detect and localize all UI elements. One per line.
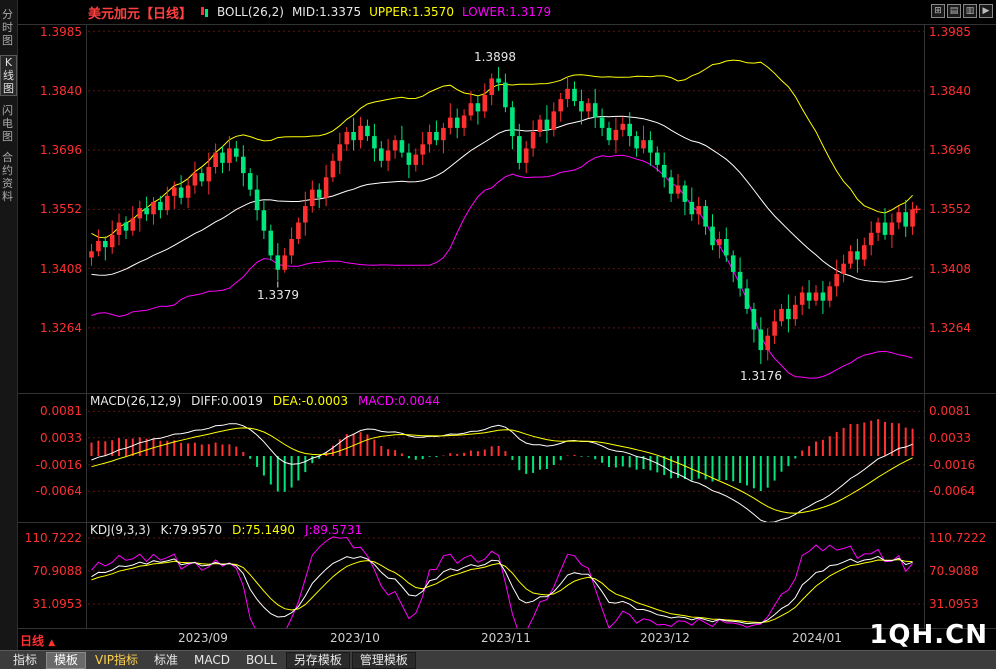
instrument-title: 美元加元【日线】 — [88, 6, 193, 22]
x-axis-label: 2023/09 — [178, 631, 228, 645]
price-axis-label: 1.3696 — [929, 143, 971, 157]
tab-template[interactable]: 模板 — [46, 651, 87, 669]
macd-axis-label: -0.0064 — [929, 484, 976, 498]
kdj-d-value: D:75.1490 — [232, 523, 295, 537]
tab-save-template[interactable]: 另存模板 — [285, 651, 350, 669]
x-axis-label: 2023/12 — [640, 631, 690, 645]
macd-macd-value: MACD:0.0044 — [358, 394, 441, 408]
tab-indicators[interactable]: 指标 — [13, 652, 38, 667]
price-axis-label: 1.3985 — [929, 25, 971, 39]
price-axis-label: 1.3552 — [40, 202, 82, 216]
macd-axis-label: 0.0081 — [40, 404, 82, 418]
x-axis-label: 2023/10 — [330, 631, 380, 645]
boll-upper-value: UPPER:1.3570 — [369, 5, 454, 19]
price-axis-label: 1.3696 — [40, 143, 82, 157]
tab-standard[interactable]: 标准 — [154, 652, 179, 667]
price-axis-label: 1.3985 — [40, 25, 82, 39]
grid-layout-icon[interactable]: ⊞ — [931, 4, 945, 18]
kdj-axis-label: 70.9088 — [32, 564, 82, 578]
window-layout-icons: ⊞ ▤ ▥ ▶ — [931, 4, 993, 18]
price-axis-label: 1.3840 — [40, 84, 82, 98]
annotation-low-2: 1.3176 — [740, 369, 782, 383]
tab-vip-indicators[interactable]: VIP指标 — [95, 652, 139, 667]
macd-axis-label: 0.0033 — [40, 431, 82, 445]
macd-axis-label: -0.0064 — [35, 484, 82, 498]
period-selector[interactable]: 日线 ▲ — [20, 632, 55, 649]
kdj-j-value: J:89.5731 — [305, 523, 363, 537]
macd-diff-value: DIFF:0.0019 — [191, 394, 263, 408]
kdj-axis-label: 110.7222 — [24, 531, 82, 545]
sidebar-item-lightning-chart[interactable]: 闪电图 — [2, 104, 13, 143]
kdj-axis-label: 31.0953 — [929, 597, 979, 611]
chart-type-sidebar: 分时图 K线图 闪电图 合约资料 — [0, 0, 18, 650]
macd-axis-label: -0.0016 — [35, 458, 82, 472]
tab-macd[interactable]: MACD — [194, 652, 231, 667]
sidebar-item-time-chart[interactable]: 分时图 — [2, 8, 13, 47]
kdj-k-value: K:79.9570 — [160, 523, 223, 537]
x-axis-label: 2023/11 — [481, 631, 531, 645]
top-header-bar: 美元加元【日线】 BOLL(26,2) MID:1.3375 UPPER:1.3… — [0, 0, 996, 24]
boll-mid-value: MID:1.3375 — [291, 5, 362, 19]
price-axis-label: 1.3264 — [929, 321, 971, 335]
tab-boll[interactable]: BOLL — [246, 652, 277, 667]
price-axis-label: 1.3408 — [929, 262, 971, 276]
kdj-axis-label: 110.7222 — [929, 531, 987, 545]
rows-layout-icon[interactable]: ▤ — [947, 4, 961, 18]
kdj-params-label: KDJ(9,3,3) — [90, 523, 151, 537]
kdj-axis-label: 31.0953 — [32, 597, 82, 611]
kdj-axis-label: 70.9088 — [929, 564, 979, 578]
macd-axis-label: -0.0016 — [929, 458, 976, 472]
bottom-tab-bar: 指标 模板 VIP指标 标准 MACD BOLL 另存模板 管理模板 — [0, 650, 996, 669]
annotation-low-1: 1.3379 — [257, 288, 299, 302]
macd-dea-value: DEA:-0.0003 — [272, 394, 349, 408]
price-axis-label: 1.3552 — [929, 202, 971, 216]
play-icon[interactable]: ▶ — [979, 4, 993, 18]
kdj-header: KDJ(9,3,3) K:79.9570 D:75.1490 J:89.5731 — [90, 523, 362, 537]
boll-params-label: BOLL(26,2) — [217, 5, 284, 19]
watermark: 1QH.CN — [869, 620, 988, 650]
kline-icon — [200, 6, 209, 18]
sidebar-item-kline-chart[interactable]: K线图 — [0, 55, 17, 96]
x-axis-label: 2024/01 — [792, 631, 842, 645]
macd-axis-label: 0.0033 — [929, 431, 971, 445]
macd-header: MACD(26,12,9) DIFF:0.0019 DEA:-0.0003 MA… — [90, 394, 440, 408]
price-axis-label: 1.3264 — [40, 321, 82, 335]
price-axis-label: 1.3840 — [929, 84, 971, 98]
sidebar-item-contract-info[interactable]: 合约资料 — [2, 151, 13, 203]
boll-lower-value: LOWER:1.3179 — [461, 5, 552, 19]
tab-manage-template[interactable]: 管理模板 — [351, 651, 416, 669]
period-label: 日线 — [20, 634, 45, 648]
macd-axis-label: 0.0081 — [929, 404, 971, 418]
price-axis-label: 1.3408 — [40, 262, 82, 276]
macd-params-label: MACD(26,12,9) — [90, 394, 182, 408]
triangle-up-icon: ▲ — [48, 638, 56, 648]
annotation-high: 1.3898 — [474, 50, 516, 64]
columns-layout-icon[interactable]: ▥ — [963, 4, 977, 18]
